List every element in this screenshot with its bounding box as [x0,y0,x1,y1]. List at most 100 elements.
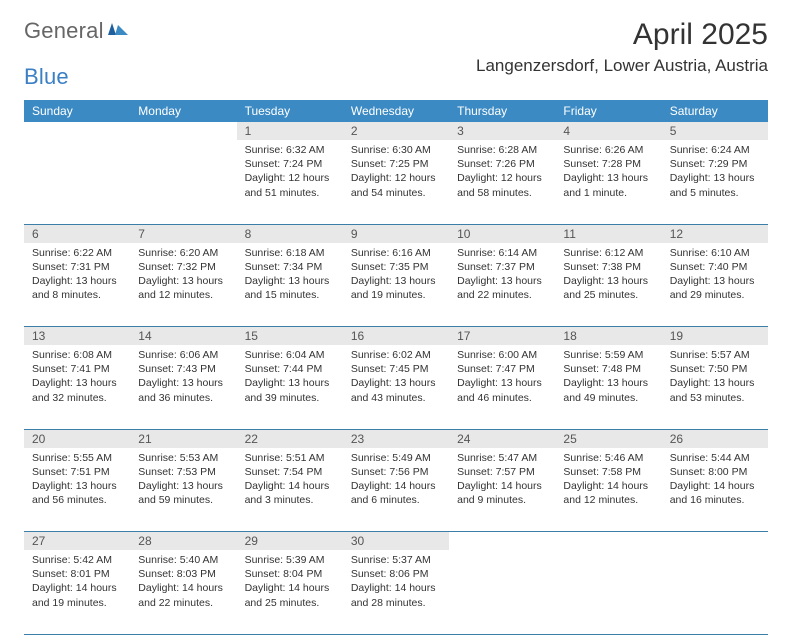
day-cell: Sunrise: 5:49 AMSunset: 7:56 PMDaylight:… [343,448,449,532]
day-details: Sunrise: 6:28 AMSunset: 7:26 PMDaylight:… [449,140,555,204]
sunrise-text: Sunrise: 6:10 AM [670,246,760,260]
day-number: 27 [24,532,130,550]
day-number [130,122,236,126]
day-cell [662,550,768,634]
sunrise-text: Sunrise: 6:04 AM [245,348,335,362]
sunset-text: Sunset: 7:26 PM [457,157,547,171]
day-cell: Sunrise: 5:47 AMSunset: 7:57 PMDaylight:… [449,448,555,532]
day-cell: Sunrise: 5:37 AMSunset: 8:06 PMDaylight:… [343,550,449,634]
daylight-text: Daylight: 14 hours and 19 minutes. [32,581,122,609]
day-number: 13 [24,327,130,345]
sunset-text: Sunset: 7:51 PM [32,465,122,479]
day-number [555,532,661,536]
sunset-text: Sunset: 7:50 PM [670,362,760,376]
day-number: 17 [449,327,555,345]
weekday-header: Monday [130,100,236,122]
day-details: Sunrise: 6:16 AMSunset: 7:35 PMDaylight:… [343,243,449,307]
day-details: Sunrise: 5:49 AMSunset: 7:56 PMDaylight:… [343,448,449,512]
daylight-text: Daylight: 13 hours and 43 minutes. [351,376,441,404]
daylight-text: Daylight: 13 hours and 53 minutes. [670,376,760,404]
daynum-row: 20212223242526 [24,429,768,448]
day-cell: Sunrise: 5:57 AMSunset: 7:50 PMDaylight:… [662,345,768,429]
day-details: Sunrise: 5:53 AMSunset: 7:53 PMDaylight:… [130,448,236,512]
sunrise-text: Sunrise: 5:57 AM [670,348,760,362]
daylight-text: Daylight: 13 hours and 36 minutes. [138,376,228,404]
week-row: Sunrise: 5:55 AMSunset: 7:51 PMDaylight:… [24,448,768,532]
day-cell: Sunrise: 6:14 AMSunset: 7:37 PMDaylight:… [449,243,555,327]
day-details: Sunrise: 5:37 AMSunset: 8:06 PMDaylight:… [343,550,449,614]
daylight-text: Daylight: 14 hours and 3 minutes. [245,479,335,507]
sunset-text: Sunset: 7:53 PM [138,465,228,479]
day-cell: Sunrise: 6:30 AMSunset: 7:25 PMDaylight:… [343,140,449,224]
weekday-row: SundayMondayTuesdayWednesdayThursdayFrid… [24,100,768,122]
day-number [662,532,768,536]
logo: General [24,18,130,44]
sunrise-text: Sunrise: 5:59 AM [563,348,653,362]
day-number: 30 [343,532,449,550]
sunrise-text: Sunrise: 6:06 AM [138,348,228,362]
daylight-text: Daylight: 14 hours and 16 minutes. [670,479,760,507]
daylight-text: Daylight: 14 hours and 6 minutes. [351,479,441,507]
calendar-table: SundayMondayTuesdayWednesdayThursdayFrid… [24,100,768,635]
sunrise-text: Sunrise: 5:49 AM [351,451,441,465]
sunset-text: Sunset: 7:24 PM [245,157,335,171]
day-number: 29 [237,532,343,550]
day-number: 8 [237,225,343,243]
day-details: Sunrise: 5:44 AMSunset: 8:00 PMDaylight:… [662,448,768,512]
day-cell: Sunrise: 5:39 AMSunset: 8:04 PMDaylight:… [237,550,343,634]
day-cell: Sunrise: 5:44 AMSunset: 8:00 PMDaylight:… [662,448,768,532]
daylight-text: Daylight: 13 hours and 19 minutes. [351,274,441,302]
sunrise-text: Sunrise: 5:39 AM [245,553,335,567]
day-details: Sunrise: 5:47 AMSunset: 7:57 PMDaylight:… [449,448,555,512]
day-cell [449,550,555,634]
sunrise-text: Sunrise: 6:18 AM [245,246,335,260]
daylight-text: Daylight: 12 hours and 51 minutes. [245,171,335,199]
daylight-text: Daylight: 13 hours and 15 minutes. [245,274,335,302]
sunrise-text: Sunrise: 6:00 AM [457,348,547,362]
daylight-text: Daylight: 14 hours and 22 minutes. [138,581,228,609]
sunset-text: Sunset: 7:32 PM [138,260,228,274]
day-cell: Sunrise: 6:12 AMSunset: 7:38 PMDaylight:… [555,243,661,327]
daylight-text: Daylight: 13 hours and 22 minutes. [457,274,547,302]
sunrise-text: Sunrise: 5:55 AM [32,451,122,465]
day-cell: Sunrise: 6:20 AMSunset: 7:32 PMDaylight:… [130,243,236,327]
daylight-text: Daylight: 13 hours and 56 minutes. [32,479,122,507]
day-number: 14 [130,327,236,345]
sunset-text: Sunset: 7:29 PM [670,157,760,171]
day-cell: Sunrise: 6:26 AMSunset: 7:28 PMDaylight:… [555,140,661,224]
day-cell: Sunrise: 5:46 AMSunset: 7:58 PMDaylight:… [555,448,661,532]
day-cell [130,140,236,224]
sunrise-text: Sunrise: 6:08 AM [32,348,122,362]
sunrise-text: Sunrise: 6:12 AM [563,246,653,260]
day-number: 21 [130,430,236,448]
day-details: Sunrise: 5:55 AMSunset: 7:51 PMDaylight:… [24,448,130,512]
sunset-text: Sunset: 7:58 PM [563,465,653,479]
week-row: Sunrise: 6:32 AMSunset: 7:24 PMDaylight:… [24,140,768,224]
day-cell: Sunrise: 5:51 AMSunset: 7:54 PMDaylight:… [237,448,343,532]
day-details: Sunrise: 6:00 AMSunset: 7:47 PMDaylight:… [449,345,555,409]
weekday-header: Thursday [449,100,555,122]
sunset-text: Sunset: 7:45 PM [351,362,441,376]
calendar-head: SundayMondayTuesdayWednesdayThursdayFrid… [24,100,768,122]
day-number: 5 [662,122,768,140]
sunset-text: Sunset: 7:40 PM [670,260,760,274]
day-cell: Sunrise: 6:00 AMSunset: 7:47 PMDaylight:… [449,345,555,429]
sunrise-text: Sunrise: 6:16 AM [351,246,441,260]
day-number: 15 [237,327,343,345]
sunset-text: Sunset: 7:37 PM [457,260,547,274]
day-details: Sunrise: 5:46 AMSunset: 7:58 PMDaylight:… [555,448,661,512]
day-cell: Sunrise: 6:02 AMSunset: 7:45 PMDaylight:… [343,345,449,429]
day-details: Sunrise: 5:51 AMSunset: 7:54 PMDaylight:… [237,448,343,512]
daylight-text: Daylight: 13 hours and 29 minutes. [670,274,760,302]
day-number: 4 [555,122,661,140]
day-number: 18 [555,327,661,345]
day-cell: Sunrise: 5:59 AMSunset: 7:48 PMDaylight:… [555,345,661,429]
weekday-header: Tuesday [237,100,343,122]
day-details: Sunrise: 5:39 AMSunset: 8:04 PMDaylight:… [237,550,343,614]
day-cell: Sunrise: 6:04 AMSunset: 7:44 PMDaylight:… [237,345,343,429]
sunset-text: Sunset: 8:03 PM [138,567,228,581]
sunrise-text: Sunrise: 5:47 AM [457,451,547,465]
week-row: Sunrise: 6:22 AMSunset: 7:31 PMDaylight:… [24,243,768,327]
day-number: 2 [343,122,449,140]
sunset-text: Sunset: 7:28 PM [563,157,653,171]
